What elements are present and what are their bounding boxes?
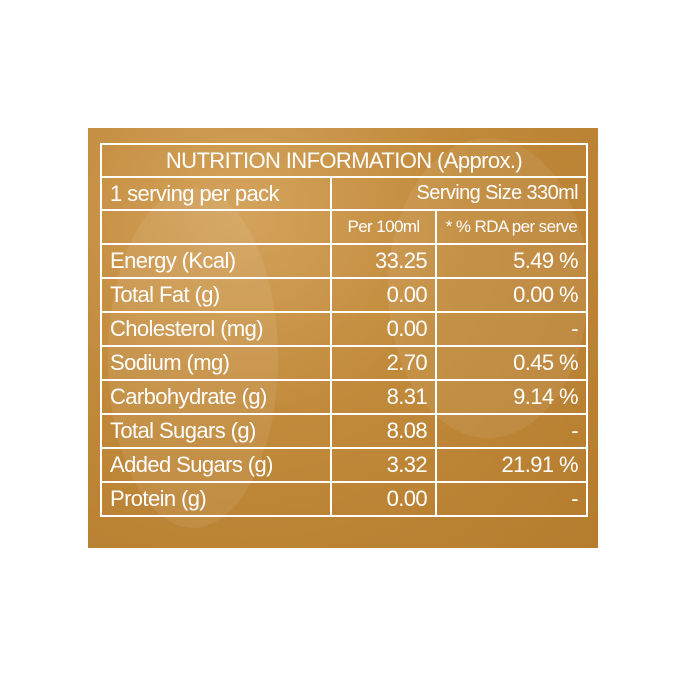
per-100ml: 0.00	[330, 277, 437, 313]
nutrient-row: Total Fat (g) 0.00 0.00 %	[100, 277, 589, 313]
rda-percent: 9.14 %	[434, 379, 589, 415]
per-100ml: 0.00	[330, 311, 437, 347]
per-100ml: 8.31	[330, 379, 437, 415]
nutrient-name: Carbohydrate (g)	[100, 379, 332, 415]
per-100ml: 8.08	[330, 413, 437, 449]
serving-row: 1 serving per pack Serving Size 330ml	[100, 176, 589, 211]
per-100ml: 3.32	[330, 447, 437, 483]
column-header: * % RDA per serve	[434, 209, 589, 245]
per-100ml: 2.70	[330, 345, 437, 381]
nutrient-name: Cholesterol (mg)	[100, 311, 332, 347]
nutrient-row: Protein (g) 0.00-	[100, 481, 589, 517]
per-100ml: 0.00	[330, 481, 437, 517]
nutrient-name: Total Sugars (g)	[100, 413, 332, 449]
nutrient-row: Added Sugars (g) 3.32 21.91 %	[100, 447, 589, 483]
title-row: NUTRITION INFORMATION (Approx.)	[99, 143, 589, 178]
nutrient-name: Energy (Kcal)	[100, 243, 332, 279]
rda-percent: -	[434, 413, 589, 449]
rda-percent: 0.00 %	[434, 277, 589, 313]
serving-size: Serving Size 330ml	[329, 176, 589, 211]
rda-percent: 21.91 %	[434, 447, 589, 483]
nutrient-row: Carbohydrate (g) 8.31 9.14 %	[100, 379, 589, 415]
column-header-row: Per 100ml * % RDA per serve	[100, 209, 589, 245]
nutrient-name: Added Sugars (g)	[100, 447, 332, 483]
nutrient-name: Total Fat (g)	[100, 277, 332, 313]
nutrient-row: Total Sugars (g) 8.08-	[100, 413, 589, 449]
nutrient-row: Cholesterol (mg) 0.00-	[100, 311, 589, 347]
empty-header	[100, 209, 332, 245]
rda-percent: -	[434, 481, 589, 517]
rda-percent: -	[434, 311, 589, 347]
nutrient-name: Protein (g)	[100, 481, 332, 517]
nutrient-row: Sodium (mg) 2.70 0.45 %	[100, 345, 589, 381]
nutrient-name: Sodium (mg)	[100, 345, 332, 381]
nutrient-row: Energy (Kcal) 33.25 5.49 %	[100, 243, 589, 279]
title: NUTRITION INFORMATION (Approx.)	[99, 143, 589, 178]
rda-percent: 0.45 %	[434, 345, 589, 381]
per-100ml: 33.25	[330, 243, 437, 279]
column-header: Per 100ml	[330, 209, 437, 245]
serving-per-pack: 1 serving per pack	[100, 176, 332, 211]
nutrition-table: NUTRITION INFORMATION (Approx.) 1 servin…	[99, 143, 589, 517]
rda-percent: 5.49 %	[434, 243, 589, 279]
